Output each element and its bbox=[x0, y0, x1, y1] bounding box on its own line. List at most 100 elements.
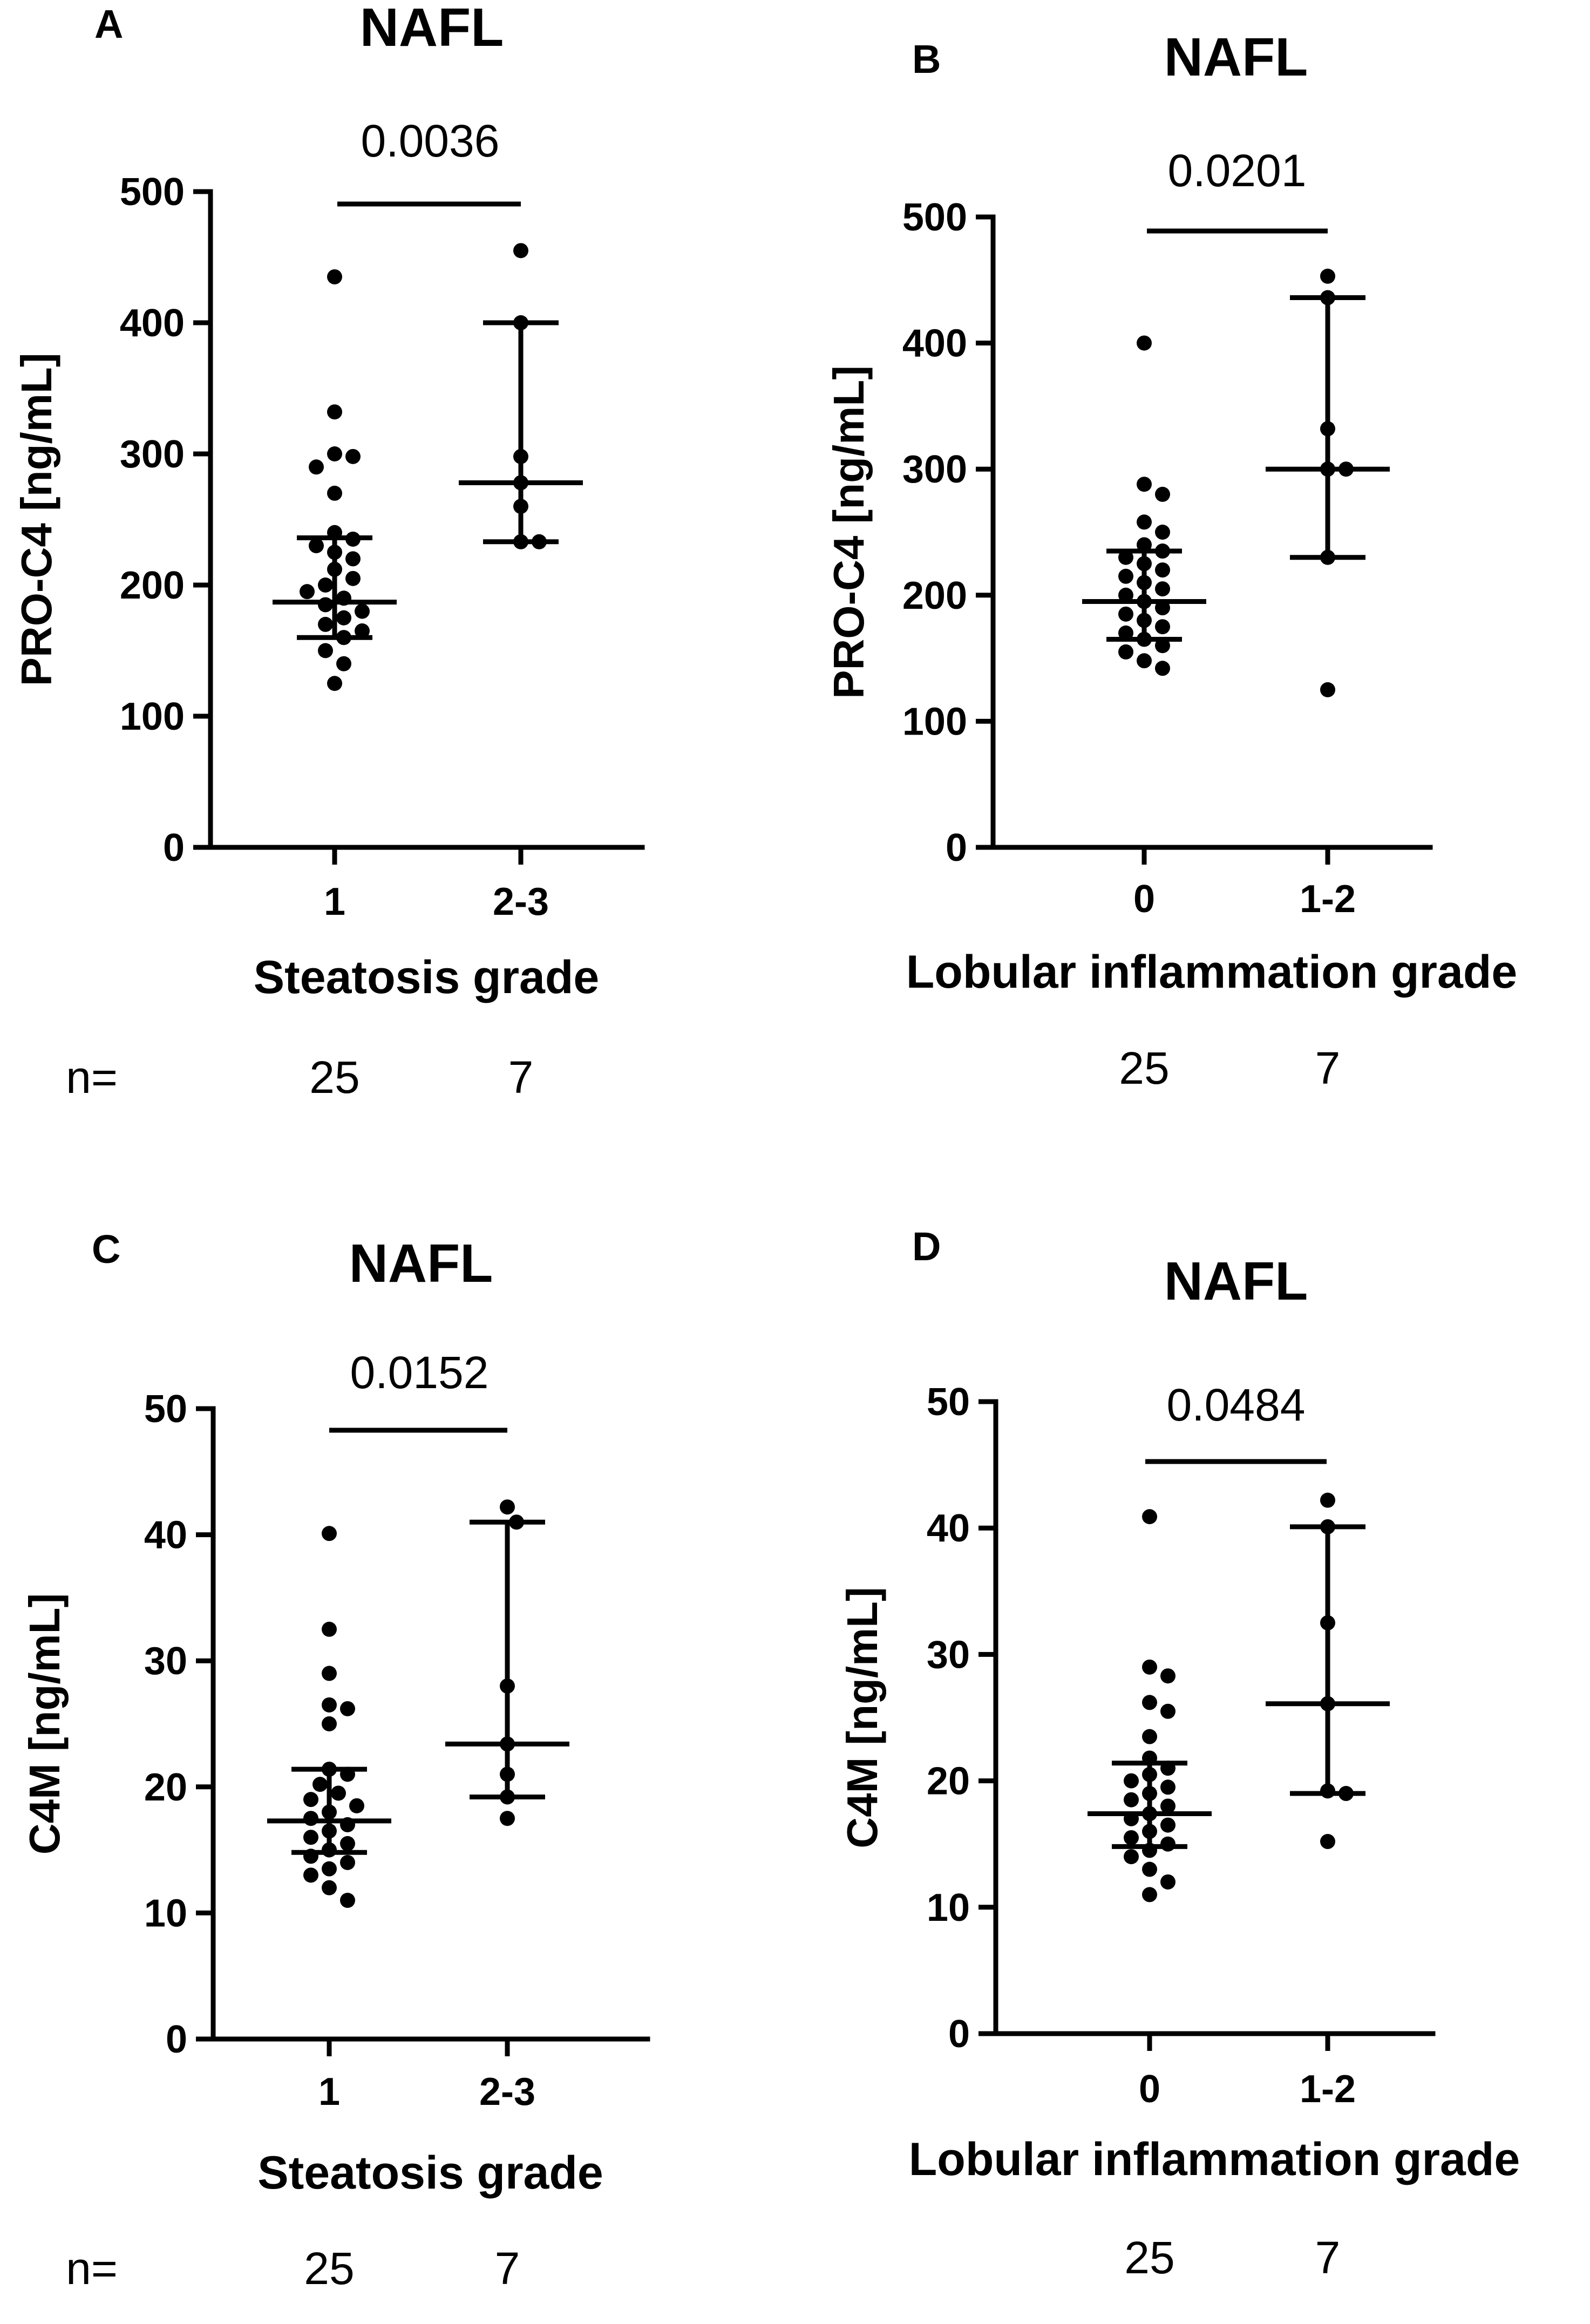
group-0 bbox=[1082, 335, 1206, 676]
data-point bbox=[500, 1811, 515, 1826]
y-axis-label: PRO-C4 [ng/mL] bbox=[12, 353, 60, 687]
data-point bbox=[1124, 1849, 1139, 1865]
data-point bbox=[1160, 1668, 1175, 1684]
data-point bbox=[1160, 1817, 1175, 1833]
y-tick-label: 300 bbox=[902, 448, 967, 491]
data-point bbox=[1137, 653, 1152, 669]
data-point bbox=[355, 623, 370, 639]
data-point bbox=[1118, 644, 1133, 660]
data-point bbox=[303, 1792, 318, 1807]
data-point bbox=[1118, 587, 1133, 603]
x-axis-label: Steatosis grade bbox=[254, 952, 599, 1003]
data-point bbox=[1124, 1830, 1139, 1845]
data-point bbox=[303, 1830, 318, 1845]
x-tick-label: 0 bbox=[1139, 2068, 1160, 2111]
x-tick-label: 0 bbox=[1133, 878, 1155, 921]
data-point bbox=[500, 1499, 515, 1515]
y-axis-label: C4M [ng/mL] bbox=[21, 1593, 69, 1854]
data-point bbox=[327, 485, 342, 501]
data-point bbox=[1155, 486, 1170, 502]
data-point bbox=[513, 243, 528, 259]
y-tick-label: 40 bbox=[144, 1514, 187, 1557]
x-axis-label: Lobular inflammation grade bbox=[909, 2133, 1520, 2185]
panel-letter: B bbox=[912, 37, 941, 81]
data-point bbox=[312, 1777, 328, 1792]
data-point bbox=[1155, 581, 1170, 597]
group-2-3 bbox=[459, 243, 583, 549]
data-point bbox=[1160, 1836, 1175, 1852]
data-point bbox=[322, 1880, 337, 1895]
chart-title: NAFL bbox=[1164, 27, 1308, 87]
group-1-2 bbox=[1266, 268, 1390, 697]
data-point bbox=[327, 446, 342, 461]
y-tick-label: 200 bbox=[902, 574, 967, 617]
data-point bbox=[1160, 1779, 1175, 1795]
y-tick-label: 100 bbox=[120, 695, 185, 738]
data-point bbox=[336, 656, 351, 671]
data-point bbox=[1320, 268, 1335, 284]
data-point bbox=[331, 1785, 346, 1801]
n-count-value: 7 bbox=[495, 2243, 520, 2294]
data-point bbox=[1142, 1695, 1157, 1710]
data-point bbox=[345, 449, 361, 464]
y-tick-label: 0 bbox=[166, 2018, 187, 2061]
n-label: n= bbox=[66, 1052, 118, 1103]
data-point bbox=[1118, 625, 1133, 641]
y-tick-label: 500 bbox=[120, 171, 185, 214]
chart-title: NAFL bbox=[360, 0, 504, 58]
p-value-label: 0.0484 bbox=[1167, 1380, 1306, 1430]
y-tick-label: 20 bbox=[927, 1760, 970, 1803]
data-point bbox=[1142, 1729, 1157, 1744]
data-point bbox=[1137, 514, 1152, 530]
data-point bbox=[309, 538, 324, 554]
x-tick-label: 2-3 bbox=[493, 880, 549, 923]
data-point bbox=[1155, 661, 1170, 676]
y-tick-label: 50 bbox=[927, 1381, 970, 1424]
data-point bbox=[1160, 1703, 1175, 1719]
group-1-2 bbox=[1266, 1492, 1390, 1850]
data-point bbox=[1118, 606, 1133, 622]
data-point bbox=[1160, 1874, 1175, 1890]
data-point bbox=[1137, 335, 1152, 351]
data-point bbox=[1320, 1492, 1335, 1508]
data-point bbox=[322, 1526, 337, 1541]
group-2-3 bbox=[445, 1499, 569, 1826]
data-point bbox=[322, 1697, 337, 1713]
data-point bbox=[355, 603, 370, 619]
panel-b: B NAFL 0 100 200 300 400 500 PRO-C4 [ng/mL] 0 1-2 L… bbox=[825, 27, 1517, 1093]
y-tick-label: 0 bbox=[948, 2013, 970, 2056]
data-point bbox=[318, 616, 333, 632]
p-value-label: 0.0152 bbox=[350, 1347, 489, 1398]
y-tick-label: 400 bbox=[120, 302, 185, 345]
panel-a: A NAFL 0 100 200 300 400 500 PRO-C4 [ng/mL] 1 2-3 S… bbox=[12, 0, 645, 1103]
data-point bbox=[1137, 477, 1152, 492]
data-point bbox=[327, 269, 342, 284]
data-point bbox=[318, 597, 333, 613]
data-point bbox=[1155, 562, 1170, 578]
data-point bbox=[345, 551, 361, 567]
n-count-value: 25 bbox=[1119, 1043, 1169, 1093]
y-tick-label: 20 bbox=[144, 1766, 187, 1809]
data-point bbox=[1124, 1792, 1139, 1807]
data-point bbox=[1142, 1887, 1157, 1902]
p-value-label: 0.0036 bbox=[361, 115, 500, 166]
y-tick-label: 500 bbox=[902, 196, 967, 239]
group-1 bbox=[273, 269, 397, 691]
panel-c: C NAFL 0 10 20 30 40 50 C4M [ng/mL] 1 2-3 Steatosis… bbox=[21, 1227, 650, 2294]
data-point bbox=[1155, 619, 1170, 635]
y-tick-label: 30 bbox=[927, 1633, 970, 1676]
p-value-label: 0.0201 bbox=[1168, 145, 1307, 196]
data-point bbox=[1155, 525, 1170, 540]
data-point bbox=[300, 584, 315, 600]
data-point bbox=[309, 459, 324, 475]
data-point bbox=[340, 1701, 355, 1716]
data-point bbox=[345, 570, 361, 586]
group-1 bbox=[267, 1526, 391, 1908]
x-tick-label: 1 bbox=[318, 2070, 340, 2114]
data-point bbox=[1118, 568, 1133, 584]
y-tick-label: 10 bbox=[927, 1886, 970, 1929]
chart-title: NAFL bbox=[349, 1233, 493, 1294]
n-count-value: 25 bbox=[309, 1052, 359, 1103]
y-tick-label: 0 bbox=[163, 826, 185, 869]
